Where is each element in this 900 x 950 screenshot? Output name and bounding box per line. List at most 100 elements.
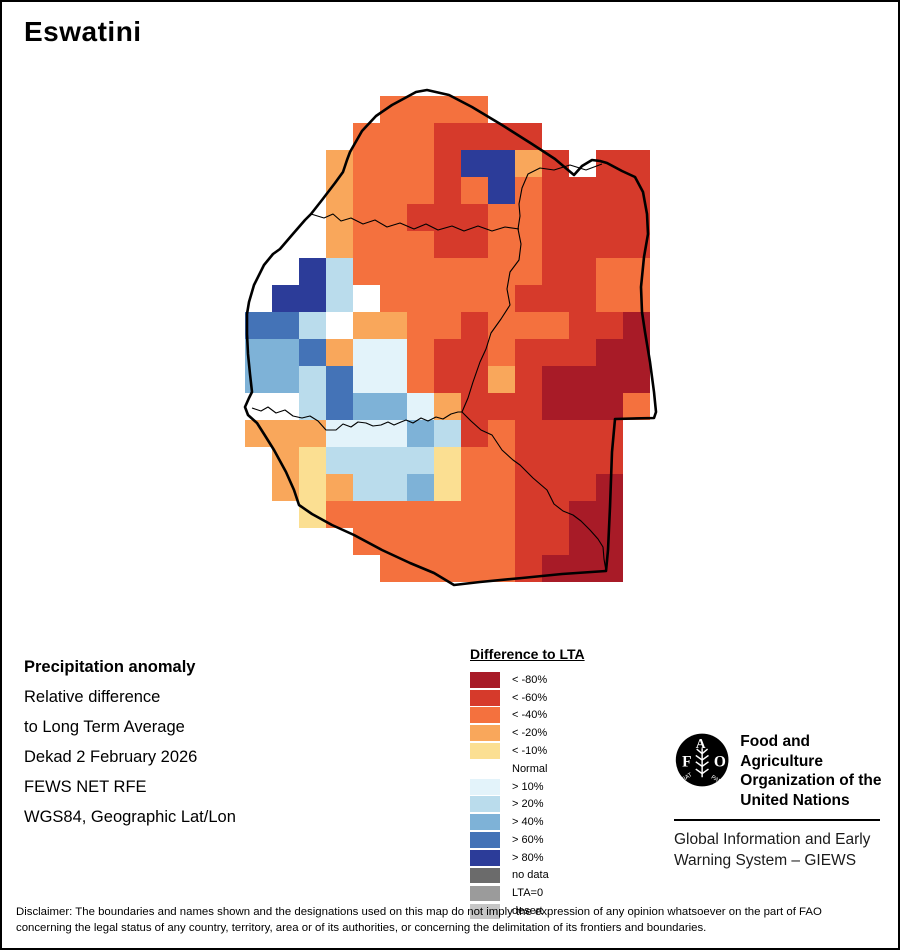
- raster-cell: [407, 366, 434, 393]
- raster-cell: [461, 447, 488, 474]
- raster-cell: [488, 285, 515, 312]
- raster-cell: [596, 231, 623, 258]
- legend-row: LTA=0: [470, 884, 549, 902]
- raster-cell: [353, 285, 380, 312]
- raster-cell: [434, 231, 461, 258]
- raster-cell: [434, 474, 461, 501]
- legend-swatch: [470, 725, 500, 742]
- raster-cell: [434, 312, 461, 339]
- legend-row: > 20%: [470, 796, 585, 814]
- map-info-block: Precipitation anomaly Relative differenc…: [24, 652, 236, 832]
- raster-cell: [380, 177, 407, 204]
- legend-swatch: [470, 760, 500, 777]
- giews-line: Warning System – GIEWS: [674, 852, 857, 869]
- fao-header: F A O FIAT PANIS Food and Agriculture Or…: [674, 729, 882, 810]
- legend-swatch: [470, 814, 500, 831]
- raster-cell: [569, 447, 596, 474]
- legend-swatch: [470, 903, 500, 919]
- raster-cell: [488, 123, 515, 150]
- raster-cell: [542, 204, 569, 231]
- raster-cell: [353, 312, 380, 339]
- raster-cell: [353, 420, 380, 447]
- raster-cell: [326, 285, 353, 312]
- raster-cell: [542, 258, 569, 285]
- raster-cell: [596, 447, 623, 474]
- raster-cell: [380, 474, 407, 501]
- raster-cell: [488, 420, 515, 447]
- raster-cell: [488, 204, 515, 231]
- raster-cell: [596, 150, 623, 177]
- raster-cell: [434, 204, 461, 231]
- raster-cell: [488, 474, 515, 501]
- legend-classes: < -80% < -60% < -40% < -20% < -10% Normal > 10…: [470, 671, 585, 867]
- legend-label: Normal: [512, 762, 548, 775]
- raster-cell: [461, 339, 488, 366]
- raster-cell: [569, 528, 596, 555]
- raster-cell: [542, 420, 569, 447]
- raster-cell: [488, 501, 515, 528]
- raster-cell: [299, 393, 326, 420]
- info-line-reference: to Long Term Average: [24, 718, 185, 736]
- raster-cell: [353, 204, 380, 231]
- raster-cell: [326, 420, 353, 447]
- raster-cell: [596, 285, 623, 312]
- raster-cell: [272, 393, 299, 420]
- legend-label: > 40%: [512, 816, 544, 829]
- raster-cell: [326, 231, 353, 258]
- raster-cell: [326, 474, 353, 501]
- legend-label: > 10%: [512, 780, 544, 793]
- legend-row: > 80%: [470, 849, 585, 867]
- legend-swatch: [470, 689, 500, 706]
- raster-cell: [380, 123, 407, 150]
- legend-row: desert: [470, 902, 549, 920]
- raster-cell: [515, 231, 542, 258]
- raster-cell: [542, 393, 569, 420]
- raster-cell: [434, 366, 461, 393]
- raster-cell: [353, 150, 380, 177]
- raster-cell: [623, 177, 650, 204]
- raster-cell: [542, 447, 569, 474]
- raster-cell: [380, 285, 407, 312]
- raster-cell: [488, 528, 515, 555]
- legend-row: > 40%: [470, 813, 585, 831]
- raster-cell: [299, 420, 326, 447]
- fao-divider: [674, 819, 880, 821]
- raster-cell: [299, 258, 326, 285]
- raster-cell: [461, 285, 488, 312]
- raster-cell: [515, 258, 542, 285]
- raster-cell: [542, 555, 569, 582]
- raster-cell: [407, 123, 434, 150]
- legend-label: < -80%: [512, 673, 548, 686]
- raster-cell: [299, 312, 326, 339]
- legend-label: < -40%: [512, 709, 548, 722]
- raster-cell: [488, 258, 515, 285]
- raster-cell: [461, 312, 488, 339]
- raster-cell: [326, 312, 353, 339]
- raster-cell: [245, 420, 272, 447]
- legend-label: < -10%: [512, 745, 548, 758]
- raster-cell: [569, 204, 596, 231]
- legend-row: < -20%: [470, 724, 585, 742]
- raster-cell: [623, 312, 650, 339]
- raster-cell: [461, 393, 488, 420]
- raster-cell: [407, 501, 434, 528]
- raster-cell: [515, 528, 542, 555]
- legend-swatch: [470, 867, 500, 883]
- raster-cell: [353, 366, 380, 393]
- legend: Difference to LTA < -80% < -60% < -40% < -2…: [470, 646, 585, 867]
- raster-cell: [461, 231, 488, 258]
- raster-cell: [353, 501, 380, 528]
- legend-swatch: [470, 796, 500, 813]
- raster-cell: [353, 231, 380, 258]
- raster-cell: [380, 231, 407, 258]
- legend-label: < -20%: [512, 727, 548, 740]
- legend-title: Difference to LTA: [470, 646, 585, 662]
- raster-cell: [515, 393, 542, 420]
- raster-cell: [407, 339, 434, 366]
- svg-text:F: F: [682, 753, 691, 770]
- raster-cell: [380, 312, 407, 339]
- raster-cell: [596, 501, 623, 528]
- raster-cell: [434, 150, 461, 177]
- raster-cell: [569, 393, 596, 420]
- raster-cell: [299, 501, 326, 528]
